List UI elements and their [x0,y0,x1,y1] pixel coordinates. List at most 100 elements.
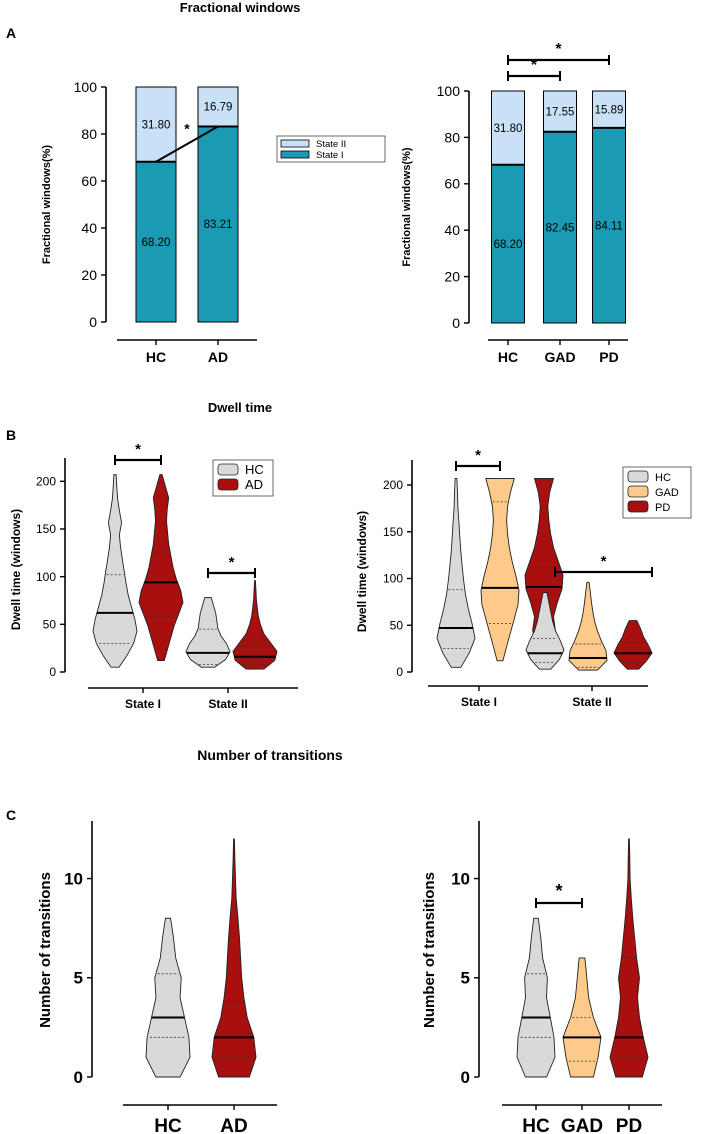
b-left-legend-label-hc: HC [245,462,264,477]
B-left-y-tick-label-2: 100 [36,570,56,584]
B-right-y-axis-label: Dwell time (windows) [355,511,369,632]
bar-gad-state-ii-label: 17.55 [546,106,575,118]
A-right-y-tick-label-4: 80 [444,129,460,145]
b-right-sig-state-ii-star: * [601,553,607,570]
legend-swatch-state-ii [280,139,310,148]
x-tick-label-state-i: State I [125,697,161,711]
x-tick-label-gad: GAD [561,1116,603,1134]
b-left-legend-swatch-hc [217,463,239,476]
panel-letter-c: C [6,807,16,823]
bar-ad-state-ii [197,86,239,127]
b-right-legend-label-gad: GAD [655,487,679,499]
bar-ad-state-ii-label: 16.79 [204,102,233,114]
A-left-y-tick-label-3: 60 [81,173,97,189]
bar-gad-state-i-label: 82.45 [546,222,575,234]
A-left-y-tick-label-0: 0 [89,314,97,330]
A-left-y-tick-label-2: 40 [81,220,97,236]
B-left-y-tick-label-4: 200 [36,475,56,489]
B-left-y-tick-label-3: 150 [36,522,56,536]
violin-state-ii-hc [525,592,565,670]
violin-hc-hc [516,917,556,1078]
violin-pd-pd [609,838,649,1078]
b-right-legend-label-pd: PD [655,502,670,514]
B-right-y-tick-label-1: 50 [390,618,404,632]
x-tick-label-state-ii: State II [572,695,611,709]
bar-pd-state-i-label: 84.11 [595,220,623,232]
violin-state-ii-pd [613,620,653,670]
a-right-sig-hc-pd-star: * [555,41,562,58]
b-left-sig-state-i-star: * [135,441,141,458]
bar-gad-state-i [543,131,577,324]
B-right-y-tick-label-3: 150 [383,525,403,539]
x-tick-label-ad: AD [208,349,228,365]
A-right-y-axis-label: Fractional windows(%) [401,147,413,267]
B-right-y-tick-label-2: 100 [383,572,403,586]
A-right-y-tick-label-1: 20 [444,269,460,285]
x-tick-label-state-i: State I [461,695,497,709]
b-right-legend-label-hc: HC [655,472,671,484]
bar-hc-state-i [135,161,177,323]
bar-hc-state-i [491,164,525,324]
C-right-y-tick-label-2: 10 [451,870,470,889]
chart-a-left-stacked-bar: 0 20 40 60 80 100 Fractional windows(%) 68.20 31… [41,79,386,365]
b-right-legend-swatch-pd [627,500,649,513]
violin-ad-ad [211,838,257,1078]
A-right-y-tick-label-2: 40 [444,222,460,238]
x-tick-label-gad: GAD [544,349,575,365]
a-left-significance-line [155,125,219,163]
panel-letter-a: A [6,25,16,41]
c-right-sig-hc-gad-star: * [555,881,562,901]
x-tick-label-hc: HC [146,349,166,365]
A-left-y-axis-label: Fractional windows(%) [41,145,53,265]
bar-pd-state-ii-label: 15.89 [595,104,624,116]
bar-gad-state-ii [543,90,577,133]
violin-state-i-hc [436,478,476,668]
section-title-fractional-windows: Fractional windows [180,0,301,15]
bar-hc-state-ii-label: 31.80 [494,123,523,135]
section-title-number-of-transitions: Number of transitions [197,747,343,763]
violin-state-i-gad [480,478,520,662]
C-right-y-axis-label: Number of transitions [421,872,438,1028]
chart-c-right-violin: 0 5 10 Number of transitions HC GAD PD * [421,821,662,1134]
A-left-y-tick-label-1: 20 [81,267,97,283]
violin-hc-hc [145,917,191,1078]
bar-hc-state-i-label: 68.20 [142,237,171,249]
violin-state-ii-hc [185,597,231,668]
x-tick-label-ad: AD [220,1116,247,1134]
b-left-legend-label-ad: AD [245,477,263,492]
x-tick-label-hc: HC [154,1116,182,1134]
chart-b-left-violin: 0 50 100 150 200 Dwell time (windows) State I S… [9,441,298,711]
b-left-sig-state-ii-star: * [229,554,235,571]
a-right-sig-hc-gad-star: * [531,57,538,74]
b-right-legend-swatch-gad [627,485,649,498]
B-left-y-axis-label: Dwell time (windows) [9,509,23,630]
bar-hc-state-i-label: 68.20 [494,239,523,251]
C-left-y-tick-label-2: 10 [64,870,83,889]
A-right-y-tick-label-5: 100 [437,83,461,99]
C-right-y-tick-label-1: 5 [461,969,470,988]
C-left-y-axis-label: Number of transitions [37,872,54,1028]
x-tick-label-hc: HC [522,1116,550,1134]
C-left-y-tick-label-0: 0 [74,1068,83,1087]
b-left-legend-swatch-ad [217,478,239,491]
b-right-sig-state-i-star: * [475,447,481,464]
x-tick-label-pd: PD [616,1116,642,1134]
violin-state-ii-ad [232,580,278,670]
A-right-y-tick-label-3: 60 [444,176,460,192]
violin-state-i-ad [138,474,184,662]
A-right-y-tick-label-0: 0 [452,315,460,331]
C-left-y-tick-label-1: 5 [74,969,83,988]
x-tick-label-state-ii: State II [208,697,247,711]
x-tick-label-hc: HC [498,349,518,365]
bar-hc-state-ii [491,90,525,166]
chart-a-right-stacked-bar: 0 20 40 60 80 100 Fractional windows(%) 68.20 31… [401,41,628,365]
B-left-y-tick-label-0: 0 [49,665,56,679]
bar-hc-state-ii-label: 31.80 [142,119,171,131]
violin-state-ii-gad [568,581,608,671]
B-right-y-tick-label-4: 200 [383,478,403,492]
bar-ad-state-i [197,125,239,323]
b-right-legend-swatch-hc [627,470,649,483]
bar-pd-state-i [592,127,626,324]
